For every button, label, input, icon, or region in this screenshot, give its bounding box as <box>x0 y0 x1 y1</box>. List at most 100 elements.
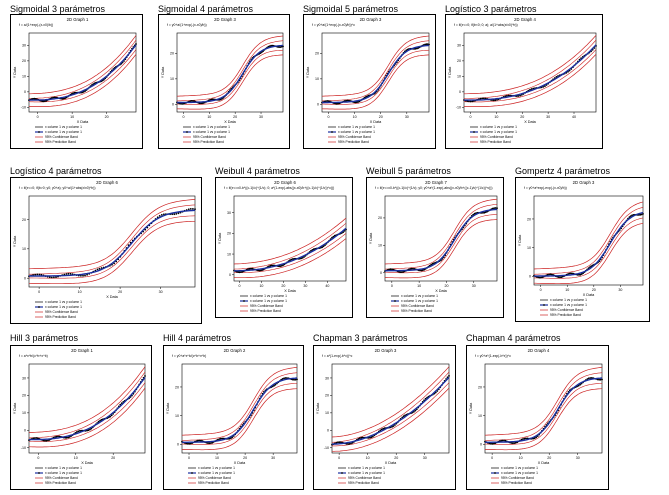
plot-area <box>28 32 137 113</box>
data-point <box>69 272 72 275</box>
legend-label: 95% Prediction Band <box>348 481 379 485</box>
y-axis-label: Y Data <box>306 66 310 78</box>
data-point <box>325 100 327 102</box>
x-tick-label: 40 <box>572 115 576 119</box>
y-tick-label: -10 <box>456 106 461 110</box>
y-tick-label: -10 <box>324 446 329 450</box>
y-tick-label: 10 <box>457 75 461 79</box>
data-point <box>557 276 560 278</box>
data-point <box>89 428 91 431</box>
plot-area <box>28 363 146 454</box>
data-point <box>539 276 542 279</box>
y-axis-label: Y Data <box>13 235 17 247</box>
confidence-band-lower <box>28 49 137 103</box>
data-point <box>35 437 38 439</box>
legend-label: 95% Confidence Band <box>338 135 371 139</box>
data-point <box>350 442 352 445</box>
data-point <box>517 95 520 97</box>
graph-name: 2D Graph 4 <box>528 348 550 353</box>
chart-svg: 2D Graph 2 f = y0+a*x^b/(c^b+x^b) 0 10 20 30 0… <box>166 348 298 485</box>
data-point <box>507 94 510 97</box>
graph-frame: 2D Graph 3 f = y0+a*exp(-exp(-(x-x0)/b)) 0… <box>515 177 650 322</box>
data-point <box>230 437 232 440</box>
data-point <box>506 94 508 97</box>
data-point <box>392 425 395 427</box>
legend-label: x column 1 vs y column 1 <box>250 299 287 303</box>
data-point <box>211 441 214 444</box>
y-tick-label: 10 <box>315 77 319 81</box>
data-point <box>640 213 643 216</box>
x-tick-label: 20 <box>520 115 524 119</box>
fit-line <box>332 376 450 445</box>
fit-line <box>28 44 137 101</box>
data-point <box>75 431 78 433</box>
y-tick-label: 20 <box>315 52 319 56</box>
legend-label: x column 1 vs y column 1 <box>45 300 82 304</box>
y-axis-label: Y Data <box>316 402 320 414</box>
prediction-band-upper <box>181 366 298 436</box>
data-point <box>580 273 583 275</box>
data-point <box>519 94 521 97</box>
confidence-band-lower <box>28 382 146 442</box>
chart-svg: 2D Graph 4 f = y0+a*(1-exp(-b*x))^c 0 10 20 3… <box>469 348 603 485</box>
confidence-band-lower <box>534 217 644 279</box>
prediction-band-lower <box>181 388 298 451</box>
y-tick-label: 10 <box>325 411 329 415</box>
x-tick-label: 0 <box>182 115 184 119</box>
data-point <box>237 271 240 273</box>
data-point <box>38 273 41 276</box>
data-point <box>135 43 137 45</box>
legend-label: x column 1 vs y column 1 <box>193 130 230 134</box>
fit-line <box>485 377 603 443</box>
x-tick-label: 10 <box>417 284 421 288</box>
prediction-band-lower <box>331 387 450 452</box>
data-point <box>248 267 251 270</box>
legend-label: 95% Prediction Band <box>45 481 76 485</box>
data-point <box>514 441 517 444</box>
data-point <box>192 208 194 210</box>
legend-label: 95% Prediction Band <box>401 309 432 313</box>
plot-area <box>176 32 284 113</box>
y-tick-label: 0 <box>229 273 231 277</box>
data-point <box>402 271 405 273</box>
data-point <box>412 267 414 270</box>
data-point <box>99 419 101 422</box>
data-point <box>219 437 222 440</box>
confidence-band-lower <box>182 383 298 445</box>
x-tick-label: 10 <box>259 284 263 288</box>
data-point <box>211 98 214 101</box>
data-point <box>503 439 505 442</box>
data-point <box>194 208 196 210</box>
legend-label: x column 1 vs y column 1 <box>198 471 235 475</box>
y-tick-label: 20 <box>22 59 26 63</box>
legend-label: 95% Confidence Band <box>348 476 381 480</box>
prediction-band-lower <box>28 220 195 285</box>
y-tick-label: 10 <box>175 414 179 418</box>
y-axis-label: Y Data <box>469 402 473 414</box>
data-point <box>311 249 314 251</box>
fit-line <box>322 44 430 104</box>
confidence-band-upper <box>176 40 284 102</box>
x-tick-label: 30 <box>576 456 580 460</box>
data-point <box>546 273 549 276</box>
x-tick-label: 0 <box>338 456 340 460</box>
data-point <box>525 437 527 440</box>
y-tick-label: -10 <box>21 446 26 450</box>
equation-label: f = a*(1-exp(-b*x))^c <box>322 354 353 358</box>
x-tick-label: 30 <box>159 290 163 294</box>
confidence-band-upper <box>484 372 603 441</box>
confidence-band-lower <box>177 49 284 105</box>
chart-svg: 2D Graph 1 f = a/(1+exp(-(x-x0)/b)) 0 10 20 -… <box>13 17 137 144</box>
x-tick-label: 20 <box>592 288 596 292</box>
x-tick-label: 0 <box>37 456 39 460</box>
x-tick-label: 30 <box>546 115 550 119</box>
data-point <box>189 208 192 210</box>
data-point <box>65 273 68 275</box>
data-point <box>78 430 81 432</box>
data-point <box>601 378 603 381</box>
confidence-band-upper <box>233 222 347 270</box>
equation-label: f = if(x<=x0-b*((c-1)/c)^(1/c); 0; a*(1-… <box>224 186 334 190</box>
data-point <box>511 442 514 445</box>
